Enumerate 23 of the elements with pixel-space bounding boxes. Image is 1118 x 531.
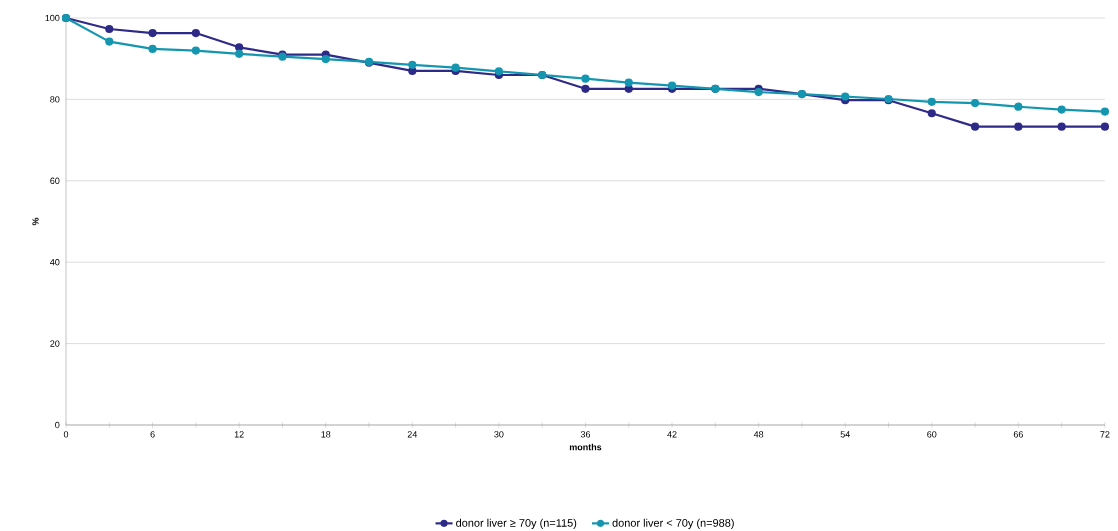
- x-tick-label: 0: [63, 431, 69, 438]
- x-tick-label: 30: [494, 431, 504, 438]
- x-tick-label: 36: [580, 431, 591, 438]
- y-axis-title: %: [32, 217, 39, 226]
- x-tick-label: 6: [150, 431, 155, 438]
- x-tick-label: 42: [667, 431, 677, 438]
- legend-label: donor liver < 70y (n=988): [612, 518, 734, 529]
- x-tick-label: 66: [1013, 431, 1023, 438]
- x-tick-label: 60: [927, 431, 937, 438]
- x-tick-label: 54: [840, 431, 850, 438]
- x-tick-label: 12: [234, 431, 244, 438]
- y-tick-label: 60: [50, 177, 60, 184]
- x-tick-label: 24: [407, 431, 418, 438]
- y-tick-label: 80: [50, 96, 60, 103]
- x-tick-label: 48: [753, 431, 764, 438]
- x-tick-label: 18: [321, 431, 331, 438]
- x-tick-label: 72: [1100, 431, 1110, 438]
- x-axis-title: months: [569, 443, 602, 451]
- y-tick-label: 100: [45, 14, 60, 22]
- y-tick-label: 40: [50, 259, 60, 266]
- y-tick-label: 0: [55, 421, 60, 429]
- legend-label: donor liver ≥ 70y (n=115): [456, 518, 577, 529]
- y-tick-label: 20: [50, 340, 60, 347]
